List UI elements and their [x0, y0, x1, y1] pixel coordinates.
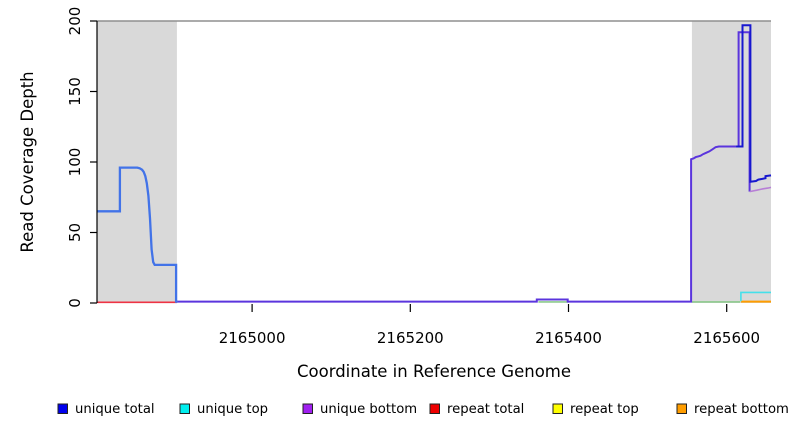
- legend-label-repeat-bottom: repeat bottom: [694, 402, 789, 417]
- legend-label-repeat-total: repeat total: [447, 402, 524, 417]
- series-unique-total-left: [97, 166, 178, 303]
- y-tick-label: 200: [66, 7, 84, 36]
- x-tick-label: 2165400: [535, 329, 602, 347]
- legend-label-unique-top: unique top: [197, 402, 268, 417]
- y-tick-label: 100: [66, 148, 84, 177]
- series-unique-bottom-right: [749, 186, 772, 193]
- x-tick-label: 2165200: [377, 329, 444, 347]
- legend-swatch-unique-top: [179, 403, 190, 414]
- legend-swatch-repeat-bottom: [676, 403, 687, 414]
- x-tick-label: 2165000: [219, 329, 286, 347]
- repeat-region: [97, 21, 177, 303]
- y-axis-title: Read Coverage Depth: [18, 71, 37, 252]
- series-unique-top: [740, 291, 771, 302]
- series-unique-bottom: [176, 31, 751, 303]
- legend-label-unique-total: unique total: [75, 402, 155, 417]
- legend-swatch-unique-bottom: [302, 403, 313, 414]
- legend-swatch-repeat-top: [552, 403, 563, 414]
- x-axis-title: Coordinate in Reference Genome: [297, 362, 571, 381]
- y-tick-label: 50: [66, 223, 84, 242]
- legend-label-repeat-top: repeat top: [570, 402, 639, 417]
- repeat-region: [691, 21, 771, 303]
- y-tick-label: 0: [66, 298, 84, 308]
- series-unique-total-right: [736, 24, 772, 183]
- y-tick-label: 150: [66, 77, 84, 106]
- legend-label-unique-bottom: unique bottom: [320, 402, 417, 417]
- legend-swatch-unique-total: [57, 403, 68, 414]
- x-tick-label: 2165600: [693, 329, 760, 347]
- legend-swatch-repeat-total: [429, 403, 440, 414]
